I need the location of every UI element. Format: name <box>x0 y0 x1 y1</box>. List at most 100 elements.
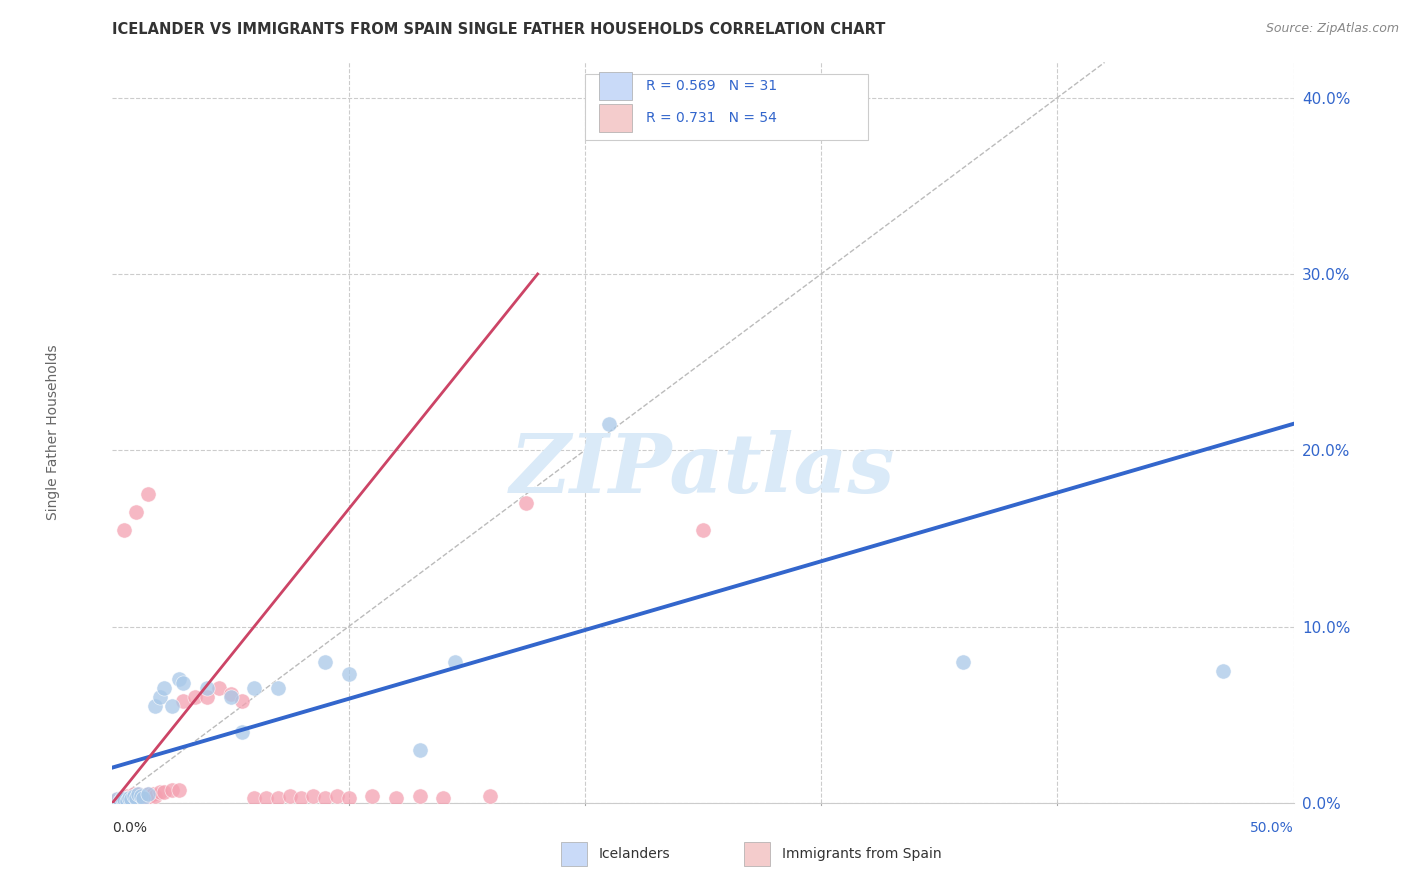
Point <box>143 698 166 713</box>
Point <box>112 523 135 537</box>
Point <box>361 789 384 803</box>
Point <box>129 789 152 803</box>
Point <box>132 789 155 803</box>
Point <box>127 789 149 803</box>
Point <box>337 667 360 681</box>
Point <box>122 792 145 806</box>
Point <box>219 690 242 704</box>
Point <box>125 790 148 805</box>
Text: 50.0%: 50.0% <box>1250 822 1294 835</box>
Point <box>118 790 141 805</box>
Point <box>125 505 148 519</box>
Point <box>136 487 159 501</box>
Point <box>267 681 290 696</box>
Text: ZIPatlas: ZIPatlas <box>510 430 896 509</box>
Point <box>105 794 128 808</box>
Point <box>125 789 148 803</box>
Point <box>153 681 176 696</box>
Point <box>125 790 148 805</box>
Point <box>115 792 138 806</box>
Point <box>167 783 190 797</box>
Point <box>111 792 134 806</box>
Text: Immigrants from Spain: Immigrants from Spain <box>782 847 942 861</box>
FancyBboxPatch shape <box>599 72 633 100</box>
Point <box>219 686 242 700</box>
Text: Single Father Households: Single Father Households <box>46 345 60 520</box>
Point <box>105 792 128 806</box>
Point <box>118 790 141 805</box>
Point <box>136 787 159 801</box>
Text: 0.0%: 0.0% <box>112 822 148 835</box>
Point <box>231 693 253 707</box>
Point <box>143 789 166 803</box>
FancyBboxPatch shape <box>599 104 633 132</box>
Point <box>111 790 134 805</box>
Point <box>129 790 152 805</box>
Point <box>108 792 131 806</box>
Point <box>208 681 231 696</box>
Point <box>132 790 155 805</box>
Point <box>120 790 142 805</box>
Text: R = 0.731   N = 54: R = 0.731 N = 54 <box>647 112 778 125</box>
Point <box>115 789 138 803</box>
Point <box>243 681 266 696</box>
Point <box>172 676 194 690</box>
Point <box>120 792 142 806</box>
Point <box>108 794 131 808</box>
Point <box>127 787 149 801</box>
Point <box>122 789 145 803</box>
Point <box>254 790 277 805</box>
Point <box>314 790 336 805</box>
Point <box>231 725 253 739</box>
Point <box>153 785 176 799</box>
Point <box>267 790 290 805</box>
Point <box>160 698 183 713</box>
Text: Source: ZipAtlas.com: Source: ZipAtlas.com <box>1265 22 1399 36</box>
Point <box>302 789 325 803</box>
Point <box>167 673 190 687</box>
Point <box>122 787 145 801</box>
Text: Icelanders: Icelanders <box>599 847 671 861</box>
Point <box>104 794 127 808</box>
Point <box>142 787 165 801</box>
Text: ICELANDER VS IMMIGRANTS FROM SPAIN SINGLE FATHER HOUSEHOLDS CORRELATION CHART: ICELANDER VS IMMIGRANTS FROM SPAIN SINGL… <box>112 22 886 37</box>
Point <box>118 792 141 806</box>
Point <box>337 790 360 805</box>
Point <box>314 655 336 669</box>
Point <box>290 790 312 805</box>
Point <box>195 681 218 696</box>
Point <box>184 690 207 704</box>
Point <box>278 789 301 803</box>
Point <box>408 743 430 757</box>
FancyBboxPatch shape <box>744 842 770 866</box>
Point <box>139 789 162 803</box>
Point <box>195 690 218 704</box>
Point <box>172 693 194 707</box>
Point <box>160 783 183 797</box>
Point <box>120 789 142 803</box>
FancyBboxPatch shape <box>561 842 588 866</box>
Point <box>326 789 349 803</box>
Point <box>385 790 408 805</box>
Point <box>149 690 172 704</box>
Point <box>515 496 537 510</box>
Point <box>1212 664 1234 678</box>
Point <box>243 790 266 805</box>
Text: R = 0.569   N = 31: R = 0.569 N = 31 <box>647 79 778 93</box>
Point <box>136 787 159 801</box>
Point <box>112 794 135 808</box>
Point <box>479 789 502 803</box>
Point <box>105 792 128 806</box>
Point <box>444 655 467 669</box>
Point <box>408 789 430 803</box>
Point <box>149 785 172 799</box>
Point <box>692 523 714 537</box>
Point <box>952 655 974 669</box>
Point <box>115 794 138 808</box>
Point <box>598 417 620 431</box>
Point <box>112 790 135 805</box>
Point <box>111 790 134 805</box>
Point <box>127 787 149 801</box>
Point <box>135 790 157 805</box>
FancyBboxPatch shape <box>585 73 869 140</box>
